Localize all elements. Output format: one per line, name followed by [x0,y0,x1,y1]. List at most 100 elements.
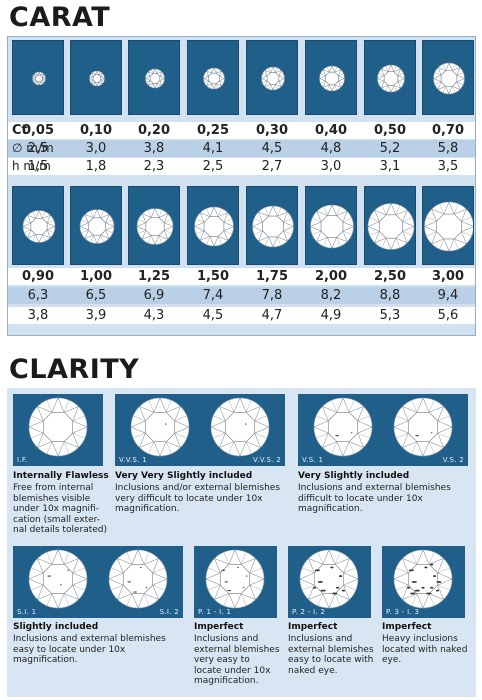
carat-value: 1,00 [79,269,113,284]
grade-title: Slightly included [13,622,99,632]
clarity-chart: I.F. Internally Flawless Free from inter… [7,388,476,697]
diamond-icon [252,205,294,248]
clarity-tile-p2: P. 2 - I. 2 [288,546,371,618]
carat-value: 3,1 [379,159,401,174]
carat-value: 6,9 [143,288,165,303]
carat-value: 4,5 [202,308,224,323]
carat-value: 5,8 [437,141,459,156]
diamond-icon [89,70,105,87]
carat-value: 3,00 [431,269,465,284]
diamond-icon [130,397,190,457]
grade-label: P. 1 - I. 1 [198,608,232,616]
carat-value: 0,40 [314,123,348,138]
diamond-icon [145,68,165,89]
carat-value: 5,2 [379,141,401,156]
carat-value: 5,3 [379,308,401,323]
carat-top-diameter-row: ∅ m/m 2,5 3,0 3,8 4,1 4,5 4,8 5,2 5,8 [8,140,475,157]
carat-value: 1,8 [85,159,107,174]
carat-value: 1,25 [137,269,171,284]
diamond-size-tile [422,40,474,115]
diamond-size-tile [12,40,64,115]
diamond-size-tile [246,186,298,265]
grade-description: Inclusions and external blemishes easy t… [13,634,166,665]
carat-value: 9,4 [437,288,459,303]
carat-value: 8,8 [379,288,401,303]
diamond-size-tile [364,186,416,265]
carat-value: 4,5 [261,141,283,156]
carat-top-height-row: h m/m 1,5 1,8 2,3 2,5 2,7 3,0 3,1 3,5 [8,158,475,175]
grade-label: S.I. 1 [17,608,37,616]
carat-value: 4,9 [320,308,342,323]
carat-value: 6,3 [27,288,49,303]
diamond-size-tile [246,40,298,115]
carat-value: 6,5 [85,288,107,303]
height-row-label: h m/m [12,159,51,173]
carat-value: 3,9 [85,308,107,323]
grade-description: Free from internal blemishes visible und… [13,483,108,535]
carat-value: 4,3 [143,308,165,323]
carat-value: 3,0 [85,141,107,156]
diamond-icon [367,203,415,250]
grade-title: Internally Flawless [13,471,109,481]
carat-value: 4,8 [320,141,342,156]
clarity-tile-vvs: V.V.S. 1 V.V.S. 2 [115,394,285,466]
clarity-tile-vs: V.S. 1 V.S. 2 [298,394,468,466]
diamond-icon [299,549,359,609]
diamond-icon [261,66,285,91]
carat-top-weight-row: Ct 0,05 0,10 0,20 0,25 0,30 0,40 0,50 0,70 [8,122,475,139]
carat-value: 0,05 [21,123,55,138]
diamond-icon [136,208,174,245]
carat-value: 1,75 [255,269,289,284]
diamond-icon [28,549,88,609]
grade-label: P. 3 - I. 3 [386,608,420,616]
diamond-size-tile [70,186,122,265]
carat-row-label: Ct [12,123,28,138]
carat-bottom-diameter-row: 6,3 6,5 6,9 7,4 7,8 8,2 8,8 9,4 [8,287,475,304]
carat-value: 4,7 [261,308,283,323]
diamond-icon [393,397,453,457]
grade-label: S.I. 2 [159,608,179,616]
carat-value: 0,50 [373,123,407,138]
diamond-size-tile [70,40,122,115]
diamond-size-tile [305,40,357,115]
grade-description: Heavy inclusions located with naked eye. [382,634,468,665]
carat-value: 4,1 [202,141,224,156]
grade-description: Inclusions and external blemishes diffic… [298,483,451,514]
diamond-size-tile [12,186,64,265]
grade-label: V.S. 2 [442,456,464,464]
diamond-size-tile [364,40,416,115]
diamond-size-tile [128,186,180,265]
grade-label: V.S. 1 [302,456,324,464]
carat-value: 8,2 [320,288,342,303]
diamond-size-tile [187,186,239,265]
diamond-icon [79,209,115,244]
carat-value: 2,7 [261,159,283,174]
clarity-tile-p3: P. 3 - I. 3 [382,546,465,618]
diamond-icon [319,65,345,92]
grade-description: Inclusions and external blemishes very e… [194,634,280,686]
grade-label: V.V.S. 2 [253,456,281,464]
diamond-icon [32,71,46,86]
carat-value: 2,3 [143,159,165,174]
clarity-heading: CLARITY [9,354,140,385]
carat-value: 2,5 [202,159,224,174]
clarity-tile-si: S.I. 1 S.I. 2 [13,546,183,618]
carat-value: 2,50 [373,269,407,284]
diamond-icon [313,397,373,457]
diamond-icon [310,204,354,249]
diamond-icon [194,206,234,247]
carat-value: 0,30 [255,123,289,138]
carat-value: 7,8 [261,288,283,303]
grade-description: Inclusions and external blemishes easy t… [288,634,374,676]
carat-value: 0,25 [196,123,230,138]
carat-value: 1,50 [196,269,230,284]
diamond-icon [22,210,56,243]
carat-heading: CARAT [9,2,111,33]
diamond-icon [28,397,88,457]
carat-value: 3,8 [143,141,165,156]
carat-value: 3,5 [437,159,459,174]
diamond-size-tile [187,40,239,115]
clarity-tile-p1: P. 1 - I. 1 [194,546,277,618]
carat-value: 3,0 [320,159,342,174]
grade-title: Imperfect [288,622,338,632]
